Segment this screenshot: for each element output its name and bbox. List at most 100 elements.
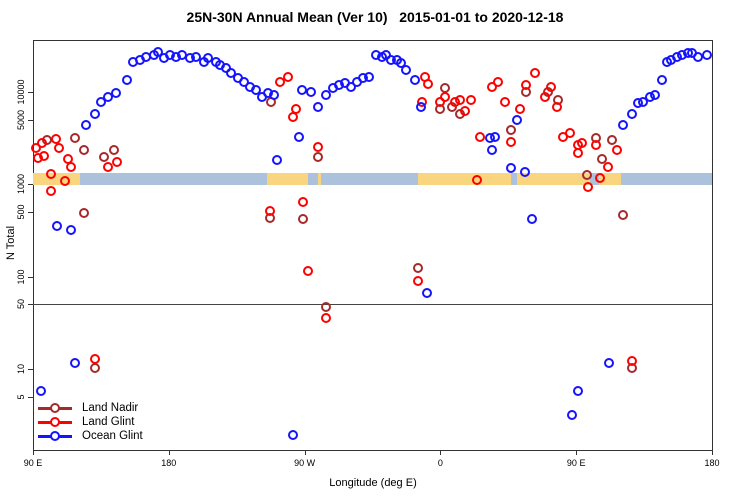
y-axis-tick-label: 100: [16, 269, 26, 285]
x-axis-tick-label: 90 W: [294, 458, 316, 468]
data-point-land-nadir: [109, 145, 120, 156]
data-point-ocean-glint: [80, 119, 91, 130]
data-point-ocean-glint: [702, 49, 713, 60]
data-point-land-glint: [37, 138, 48, 149]
reference-line-50: [33, 304, 712, 306]
data-point-ocean-glint: [617, 119, 628, 130]
data-point-land-glint: [31, 143, 42, 154]
page-title: 25N-30N Annual Mean (Ver 10) 2015-01-01 …: [186, 9, 564, 25]
map-band-segment-ocean: [589, 173, 599, 186]
data-point-land-glint: [602, 161, 613, 172]
y-axis-tick-label: 10: [16, 363, 26, 374]
y-axis-tick: [28, 276, 33, 278]
plot-box: [33, 40, 713, 451]
x-axis-tick-label: 180: [704, 458, 720, 468]
x-axis-tick: [712, 450, 713, 455]
data-point-ocean-glint: [649, 89, 660, 100]
data-point-ocean-glint: [572, 386, 583, 397]
data-point-ocean-glint: [512, 114, 523, 125]
y-axis-tick-label: 5000: [16, 109, 26, 130]
data-point-land-glint: [545, 82, 556, 93]
data-point-land-nadir: [89, 363, 100, 374]
data-point-land-nadir: [79, 145, 90, 156]
y-axis-tick: [28, 119, 33, 121]
data-point-ocean-glint: [486, 145, 497, 156]
data-point-land-nadir: [79, 207, 90, 218]
data-point-ocean-glint: [693, 52, 704, 63]
data-point-ocean-glint: [89, 108, 100, 119]
data-point-land-glint: [492, 77, 503, 88]
data-point-land-nadir: [320, 301, 331, 312]
data-point-land-nadir: [298, 213, 309, 224]
data-point-land-glint: [65, 161, 76, 172]
data-point-ocean-glint: [305, 87, 316, 97]
y-axis-tick: [28, 184, 33, 186]
data-point-ocean-glint: [269, 89, 280, 100]
y-axis-tick-label: 500: [16, 204, 26, 220]
data-point-ocean-glint: [65, 224, 76, 235]
land-glint-marker-icon: [38, 416, 72, 427]
data-point-ocean-glint: [320, 89, 331, 100]
data-point-land-glint: [112, 156, 123, 167]
data-point-land-glint: [46, 169, 57, 180]
data-point-land-glint: [572, 148, 583, 159]
data-point-ocean-glint: [35, 386, 46, 397]
data-point-ocean-glint: [95, 96, 106, 107]
data-point-land-glint: [611, 145, 622, 156]
data-point-land-nadir: [98, 152, 109, 163]
map-band-segment-ocean: [621, 173, 712, 186]
x-axis-tick: [440, 450, 442, 455]
data-point-land-glint: [423, 78, 434, 89]
data-point-land-nadir: [313, 152, 324, 163]
data-point-ocean-glint: [313, 101, 324, 112]
data-point-land-glint: [486, 82, 497, 93]
x-axis-tick-label: 90 E: [566, 458, 586, 468]
y-axis-tick: [28, 368, 33, 370]
data-point-land-glint: [89, 353, 100, 364]
data-point-ocean-glint: [364, 72, 375, 83]
data-point-land-glint: [302, 265, 313, 276]
map-band-segment-ocean: [511, 173, 518, 186]
data-point-land-glint: [53, 143, 64, 154]
map-band-segment-ocean: [321, 173, 418, 186]
data-point-land-glint: [530, 67, 541, 78]
map-band-segment-land: [266, 173, 308, 186]
data-point-land-glint: [50, 133, 61, 144]
map-band-segment-ocean: [79, 173, 267, 186]
data-point-land-glint: [577, 138, 588, 149]
map-band-segment-land: [517, 173, 590, 186]
y-axis-tick-label: 10000: [16, 79, 26, 105]
data-point-ocean-glint: [190, 52, 201, 63]
legend-label: Ocean Glint: [82, 429, 143, 442]
data-point-land-nadir: [617, 210, 628, 221]
data-point-land-nadir: [506, 124, 517, 135]
data-point-ocean-glint: [519, 166, 530, 177]
data-point-land-glint: [439, 92, 450, 103]
y-axis-tick-label: 1000: [16, 174, 26, 195]
x-axis-title: Longitude (deg E): [329, 477, 417, 489]
data-point-land-glint: [38, 151, 49, 162]
data-point-ocean-glint: [637, 96, 648, 107]
data-point-land-glint: [298, 197, 309, 208]
data-point-ocean-glint: [121, 74, 132, 85]
data-point-land-glint: [551, 101, 562, 112]
map-band-segment-land: [318, 173, 322, 186]
data-point-land-glint: [46, 186, 57, 197]
data-point-land-glint: [471, 175, 482, 186]
data-point-land-glint: [539, 92, 550, 103]
data-point-land-glint: [287, 112, 298, 123]
map-band-segment-land: [33, 173, 80, 186]
data-point-land-glint: [313, 142, 324, 153]
ocean-glint-marker-icon: [38, 430, 72, 441]
data-point-ocean-glint: [421, 288, 432, 299]
data-point-land-glint: [264, 205, 275, 216]
data-point-ocean-glint: [293, 131, 304, 142]
data-point-land-glint: [275, 77, 286, 88]
data-point-ocean-glint: [489, 131, 500, 142]
legend-label: Land Nadir: [82, 401, 139, 414]
x-axis-tick-label: 90 E: [23, 458, 43, 468]
data-point-land-glint: [59, 176, 70, 187]
x-axis-tick: [576, 450, 578, 455]
data-point-ocean-glint: [657, 74, 668, 85]
